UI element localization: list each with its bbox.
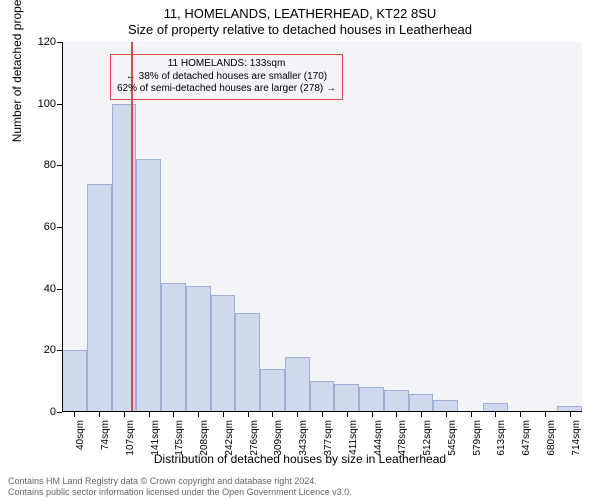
histogram-bar [211, 295, 236, 412]
x-tick-mark [297, 412, 298, 417]
x-tick-mark [223, 412, 224, 417]
histogram-bar [235, 313, 260, 412]
x-axis-line [62, 411, 582, 412]
y-tick-label: 60 [26, 221, 56, 233]
footer-line1: Contains HM Land Registry data © Crown c… [8, 476, 352, 487]
histogram-bar [334, 384, 359, 412]
x-tick-mark [272, 412, 273, 417]
x-tick-mark [173, 412, 174, 417]
x-tick-mark [520, 412, 521, 417]
histogram-bar [260, 369, 285, 412]
chart-title-line1: 11, HOMELANDS, LEATHERHEAD, KT22 8SU [0, 6, 600, 21]
y-tick-label: 40 [26, 283, 56, 295]
histogram-bar [136, 159, 161, 412]
footer-attribution: Contains HM Land Registry data © Crown c… [8, 476, 352, 498]
x-axis-label: Distribution of detached houses by size … [0, 452, 600, 466]
y-tick-label: 0 [26, 406, 56, 418]
footer-line2: Contains public sector information licen… [8, 487, 352, 498]
chart-title-line2: Size of property relative to detached ho… [0, 22, 600, 37]
x-tick-mark [421, 412, 422, 417]
annotation-line: 11 HOMELANDS: 133sqm [117, 58, 336, 71]
x-tick-mark [74, 412, 75, 417]
y-tick-label: 80 [26, 159, 56, 171]
histogram-bar [359, 387, 384, 412]
x-tick-mark [495, 412, 496, 417]
x-tick-mark [347, 412, 348, 417]
histogram-bar [384, 390, 409, 412]
x-tick-mark [570, 412, 571, 417]
x-tick-mark [149, 412, 150, 417]
x-tick-mark [372, 412, 373, 417]
x-tick-mark [322, 412, 323, 417]
histogram-bar [285, 357, 310, 413]
histogram-bar [87, 184, 112, 412]
x-tick-mark [545, 412, 546, 417]
histogram-bar [409, 394, 434, 413]
x-tick-mark [99, 412, 100, 417]
x-tick-mark [396, 412, 397, 417]
x-tick-mark [471, 412, 472, 417]
y-tick-label: 20 [26, 344, 56, 356]
histogram-bar [62, 350, 87, 412]
histogram-bar [186, 286, 211, 412]
x-tick-mark [198, 412, 199, 417]
y-axis-label: Number of detached properties [10, 0, 24, 142]
annotation-line: 62% of semi-detached houses are larger (… [117, 83, 336, 96]
y-tick-label: 100 [26, 98, 56, 110]
y-tick-mark [57, 412, 62, 413]
y-tick-label: 120 [26, 36, 56, 48]
x-tick-mark [124, 412, 125, 417]
annotation-box: 11 HOMELANDS: 133sqm← 38% of detached ho… [110, 54, 343, 100]
x-tick-mark [248, 412, 249, 417]
histogram-bar [161, 283, 186, 413]
x-tick-mark [446, 412, 447, 417]
histogram-bar [310, 381, 335, 412]
annotation-line: ← 38% of detached houses are smaller (17… [117, 71, 336, 84]
y-axis-line [62, 42, 63, 412]
plot-area: 020406080100120 40sqm74sqm107sqm141sqm17… [62, 42, 582, 412]
